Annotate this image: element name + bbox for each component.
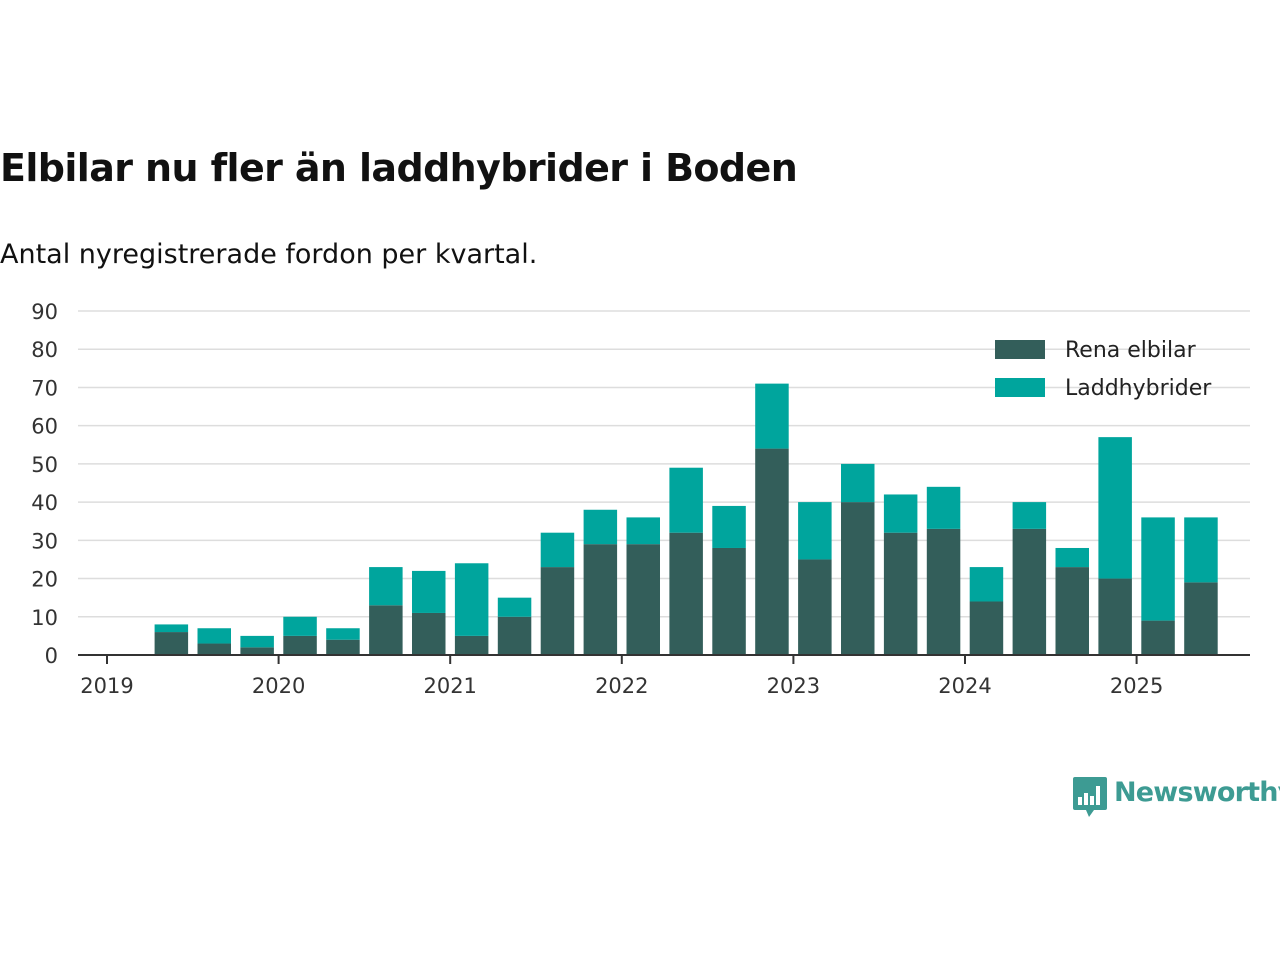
bar-segment — [583, 509, 618, 545]
bar-segment — [626, 544, 660, 655]
bar-segment — [969, 567, 1004, 602]
bar-segment — [283, 616, 317, 636]
bar-segment — [798, 502, 832, 560]
y-tick-label: 30 — [31, 529, 58, 553]
x-tick-label: 2021 — [423, 674, 476, 698]
bar-segment — [1141, 517, 1175, 621]
bar-segment — [1184, 582, 1218, 655]
bar-segment — [755, 448, 789, 655]
bar-segment — [926, 528, 961, 655]
y-tick-label: 0 — [45, 644, 58, 668]
bar-segment — [497, 597, 532, 617]
grid-lines — [78, 310, 1250, 618]
bar-segment — [197, 628, 231, 644]
bar-segment — [1141, 620, 1175, 655]
bar-segment — [197, 643, 231, 655]
legend-label: Laddhybrider — [1065, 376, 1212, 401]
y-tick-label: 60 — [31, 415, 58, 439]
bar-segment — [798, 559, 832, 655]
bar-segment — [626, 517, 660, 545]
bar-segment — [755, 383, 789, 449]
newsworthy-logo-text: Newsworthy — [1114, 777, 1280, 808]
bar-segment — [669, 532, 703, 655]
bar-segment — [1098, 437, 1132, 579]
bar-segment — [540, 532, 575, 568]
bar-segment — [154, 624, 189, 633]
bar-segment — [154, 632, 189, 655]
bar-segment — [326, 628, 360, 640]
bar-segment — [883, 532, 918, 655]
bar-segment — [926, 486, 961, 529]
bar-segment — [669, 467, 703, 533]
bar-segment — [540, 567, 575, 655]
legend-swatch — [995, 340, 1045, 359]
legend: Rena elbilar Laddhybrider — [995, 338, 1212, 401]
bar-segment — [712, 547, 746, 655]
bar-segment — [841, 502, 875, 655]
bar-segment — [240, 635, 274, 648]
bar-segment — [454, 563, 489, 636]
bar-segment — [841, 463, 875, 503]
bar-segment — [283, 635, 317, 655]
bar-segment — [412, 612, 446, 655]
y-axis-tick-labels: 0 10 20 30 40 50 60 70 80 90 — [31, 300, 58, 668]
bars — [154, 383, 1218, 655]
bar-segment — [1055, 567, 1089, 655]
newsworthy-logo-icon — [1073, 777, 1107, 817]
x-tick-label: 2019 — [80, 674, 133, 698]
bar-segment — [326, 639, 360, 655]
newsworthy-logo: Newsworthy — [1072, 776, 1280, 818]
bar-segment — [712, 505, 746, 548]
bar-segment — [1012, 502, 1047, 529]
bar-segment — [1184, 517, 1218, 583]
x-tick-label: 2025 — [1110, 674, 1163, 698]
chart-title: Elbilar nu fler än laddhybrider i Boden — [0, 146, 798, 190]
bar-segment — [1012, 528, 1047, 655]
bar-segment — [412, 570, 446, 613]
bar-segment — [454, 635, 489, 655]
x-axis: 2019 2020 2021 2022 2023 2024 2025 — [78, 654, 1250, 698]
x-tick-label: 2020 — [252, 674, 305, 698]
chart-subtitle: Antal nyregistrerade fordon per kvartal. — [0, 239, 538, 270]
x-tick-label: 2022 — [595, 674, 648, 698]
bar-segment — [240, 647, 274, 655]
bar-segment — [369, 567, 403, 606]
bar-segment — [969, 601, 1004, 655]
bar-segment — [497, 616, 532, 655]
y-tick-label: 80 — [31, 338, 58, 362]
y-tick-label: 10 — [31, 606, 58, 630]
legend-label: Rena elbilar — [1065, 338, 1197, 363]
bar-segment — [1055, 547, 1089, 568]
bar-segment — [1098, 578, 1132, 655]
y-tick-label: 40 — [31, 491, 58, 515]
legend-swatch — [995, 378, 1045, 397]
y-tick-label: 70 — [31, 376, 58, 400]
y-tick-label: 50 — [31, 453, 58, 477]
y-tick-label: 90 — [31, 300, 58, 324]
y-tick-label: 20 — [31, 568, 58, 592]
bar-segment — [583, 544, 618, 655]
x-tick-label: 2024 — [938, 674, 991, 698]
bar-segment — [883, 494, 918, 533]
x-tick-label: 2023 — [767, 674, 820, 698]
bar-segment — [369, 605, 403, 655]
